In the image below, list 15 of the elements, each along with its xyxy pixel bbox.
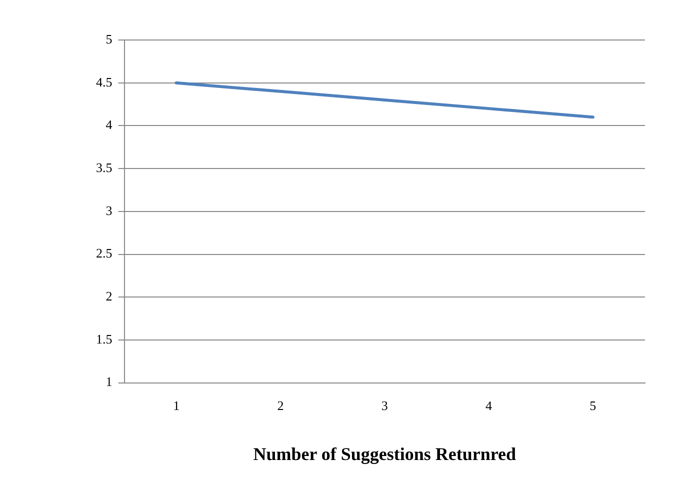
y-tick-label: 5	[106, 31, 112, 46]
x-tick-label: 2	[277, 398, 284, 414]
y-tick-label: 4.5	[96, 74, 112, 90]
y-tick-label: 2.5	[96, 246, 112, 261]
y-tick-label: 1.5	[96, 331, 112, 346]
x-axis-title: Number of Suggestions Returnred	[253, 444, 516, 464]
y-tick-label: 3.5	[96, 160, 112, 175]
x-tick-label: 1	[173, 398, 180, 414]
x-tick-label: 4	[486, 398, 493, 414]
y-tick-label: 1	[106, 374, 112, 390]
y-tick-label: 2	[106, 288, 112, 304]
x-tick-label: 5	[590, 398, 596, 414]
y-tick-label: 3	[106, 202, 112, 218]
x-tick-label: 3	[381, 398, 388, 414]
y-tick-label: 4	[106, 117, 113, 132]
